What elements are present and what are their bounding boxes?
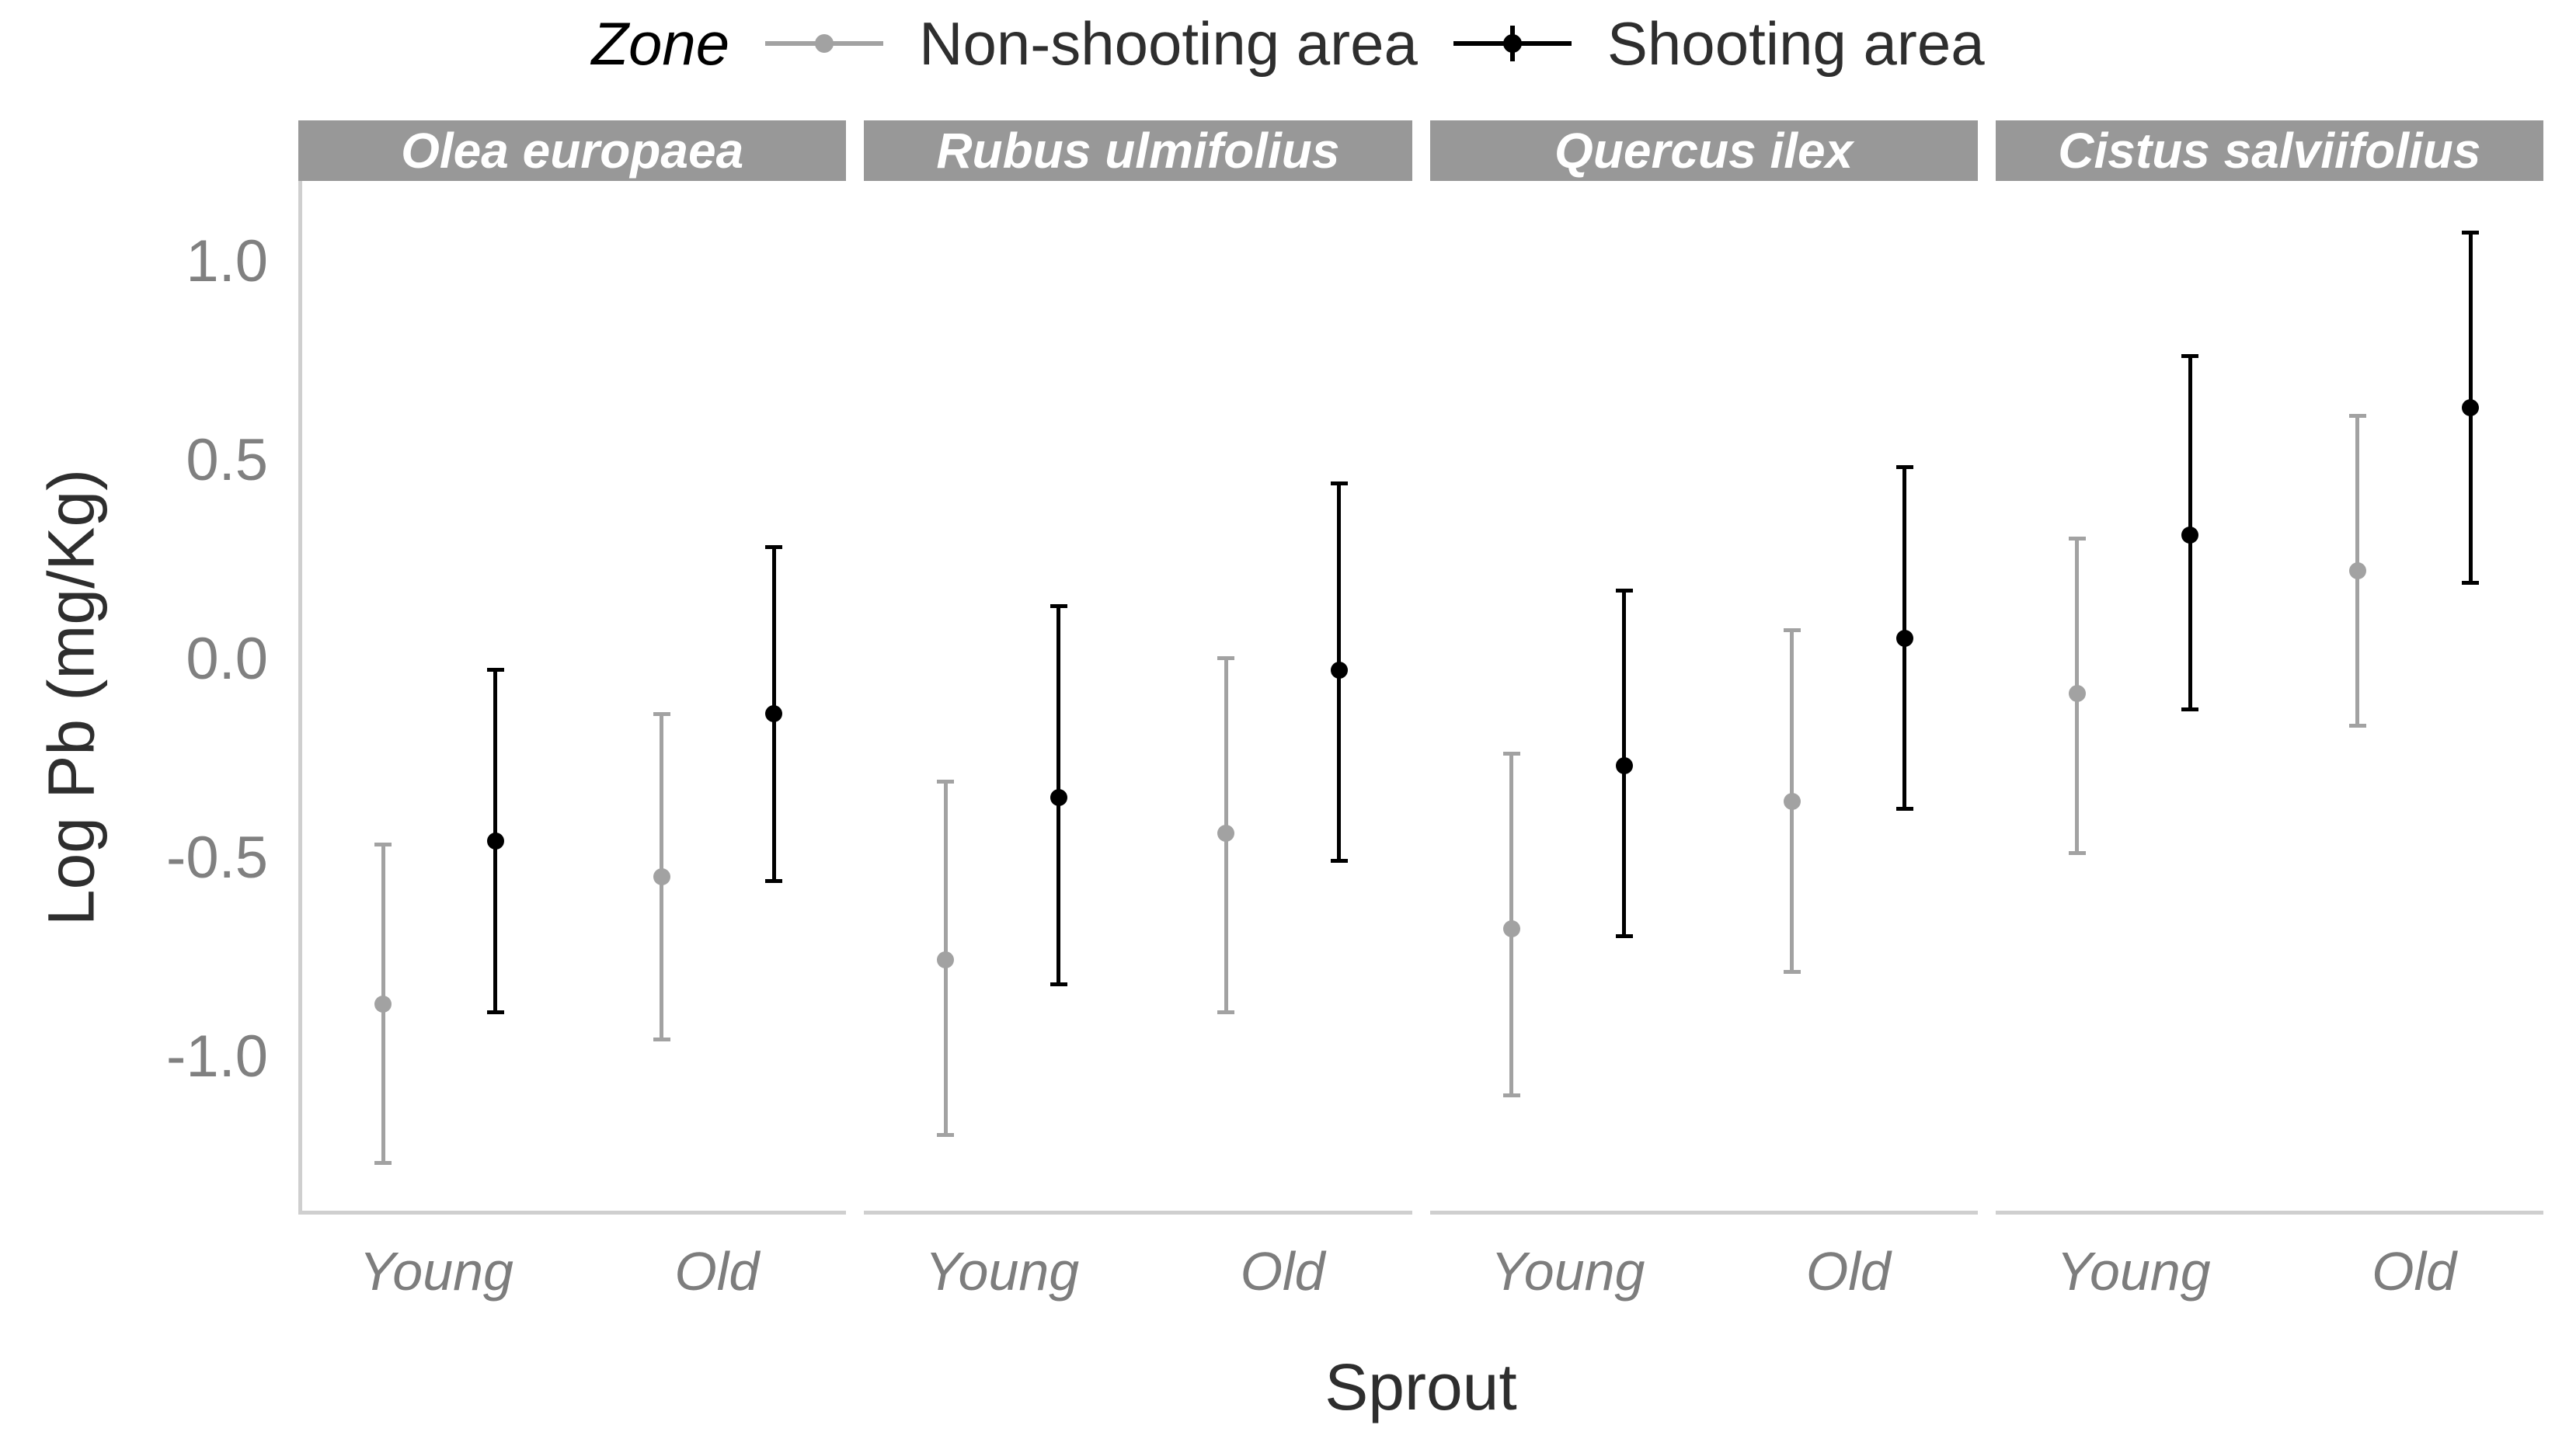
- x-tick-label: Young: [924, 1241, 1080, 1302]
- mean-point: [653, 867, 670, 885]
- x-tick-row: Young Old: [298, 1215, 846, 1304]
- errorbar-cap-top: [1615, 588, 1633, 593]
- mean-point: [1330, 661, 1348, 679]
- errorbar-cap-top: [653, 711, 670, 716]
- legend-key-shooting: [1453, 16, 1572, 71]
- mean-point: [1615, 756, 1633, 774]
- mean-point: [1050, 788, 1067, 806]
- facet-strip-label: Quercus ilex: [1429, 120, 1978, 181]
- errorbar-cap-top: [2348, 413, 2366, 418]
- mean-point: [1217, 824, 1235, 842]
- mean-point: [486, 832, 504, 850]
- x-tick-row: Young Old: [864, 1215, 1412, 1304]
- facet-rubus-ulmifolius: Rubus ulmifolius Young Old: [864, 120, 1412, 1304]
- x-tick-label: Old: [2372, 1241, 2457, 1302]
- legend-entry-label: Shooting area: [1607, 9, 1985, 78]
- x-tick-row: Young Old: [1996, 1215, 2543, 1304]
- x-tick-label: Old: [1805, 1241, 1891, 1302]
- y-tick-label: -0.5: [166, 825, 268, 892]
- errorbar-cap-bottom: [1217, 1010, 1235, 1014]
- facet-panel: [1429, 181, 1978, 1215]
- errorbar-cap-bottom: [937, 1133, 955, 1138]
- facet-cistus-salviifolius: Cistus salviifolius Young Old: [1995, 120, 2543, 1304]
- legend-title: Zone: [591, 9, 730, 78]
- errorbar-cap-bottom: [1330, 858, 1348, 863]
- y-tick-label: 1.0: [186, 228, 268, 295]
- facet-olea-europaea: Olea europaea Young Old: [298, 120, 847, 1304]
- errorbar-cap-bottom: [1895, 807, 1913, 812]
- errorbar-cap-top: [1330, 481, 1348, 485]
- legend-key-non-shooting: [765, 16, 884, 71]
- mean-point: [765, 705, 783, 723]
- x-tick-label: Young: [1490, 1241, 1645, 1302]
- facet-panel: [298, 181, 847, 1215]
- errorbar-cap-bottom: [1783, 970, 1801, 975]
- facet-panel: [864, 181, 1412, 1215]
- errorbar-cap-bottom: [2068, 850, 2086, 855]
- errorbar-cap-bottom: [1050, 982, 1067, 986]
- errorbar-cap-top: [2462, 231, 2480, 235]
- facet-quercus-ilex: Quercus ilex Young Old: [1429, 120, 1978, 1304]
- errorbar-cap-top: [765, 544, 783, 549]
- y-axis-ticks: 1.0 0.5 0.0 -0.5 -1.0: [0, 182, 268, 1212]
- facet-panels: Olea europaea Young Old Rubus ulmifolius You…: [298, 120, 2543, 1304]
- mean-point: [1895, 629, 1913, 647]
- errorbar-cap-top: [1502, 751, 1520, 756]
- mean-point: [2462, 398, 2480, 416]
- y-tick-label: 0.0: [186, 626, 268, 693]
- errorbar-cap-bottom: [2462, 580, 2480, 585]
- errorbar-cap-top: [937, 779, 955, 784]
- y-tick-label: -1.0: [166, 1024, 268, 1090]
- mean-point: [2181, 526, 2199, 544]
- x-tick-label: Old: [1240, 1241, 1325, 1302]
- facet-strip-label: Cistus salviifolius: [1995, 120, 2543, 181]
- mean-point: [937, 951, 955, 969]
- errorbar-cap-top: [2181, 353, 2199, 358]
- errorbar-cap-top: [374, 843, 392, 847]
- x-axis-title: Sprout: [1325, 1350, 1517, 1423]
- legend-key-point-icon: [1502, 34, 1522, 53]
- errorbar-cap-bottom: [374, 1161, 392, 1166]
- x-tick-row: Young Old: [1430, 1215, 1978, 1304]
- errorbar-cap-bottom: [2348, 723, 2366, 728]
- errorbar-cap-bottom: [653, 1038, 670, 1042]
- facet-strip-label: Olea europaea: [298, 120, 847, 181]
- errorbar-cap-bottom: [765, 878, 783, 883]
- facet-strip-label: Rubus ulmifolius: [864, 120, 1412, 181]
- x-tick-label: Young: [359, 1241, 513, 1302]
- errorbar-cap-top: [2068, 537, 2086, 541]
- errorbar-cap-bottom: [486, 1010, 504, 1014]
- mean-point: [2068, 685, 2086, 703]
- x-tick-label: Old: [674, 1241, 760, 1302]
- legend-entry-label: Non-shooting area: [919, 9, 1418, 78]
- legend: Zone Non-shooting area Shooting area: [0, 6, 2576, 81]
- errorbar-cap-top: [1783, 628, 1801, 633]
- legend-key-point-icon: [815, 34, 834, 53]
- y-tick-label: 0.5: [186, 427, 268, 494]
- errorbar-cap-bottom: [1615, 934, 1633, 939]
- mean-point: [374, 995, 392, 1013]
- mean-point: [1783, 792, 1801, 810]
- errorbar-cap-top: [1895, 465, 1913, 470]
- x-tick-label: Young: [2056, 1241, 2211, 1302]
- errorbar-cap-top: [1217, 655, 1235, 660]
- errorbar-cap-bottom: [2181, 707, 2199, 712]
- mean-point: [2348, 561, 2366, 579]
- errorbar-cap-bottom: [1502, 1093, 1520, 1098]
- errorbar-cap-top: [1050, 604, 1067, 609]
- errorbar-cap-top: [486, 668, 504, 673]
- facet-panel: [1995, 181, 2543, 1215]
- mean-point: [1502, 919, 1520, 937]
